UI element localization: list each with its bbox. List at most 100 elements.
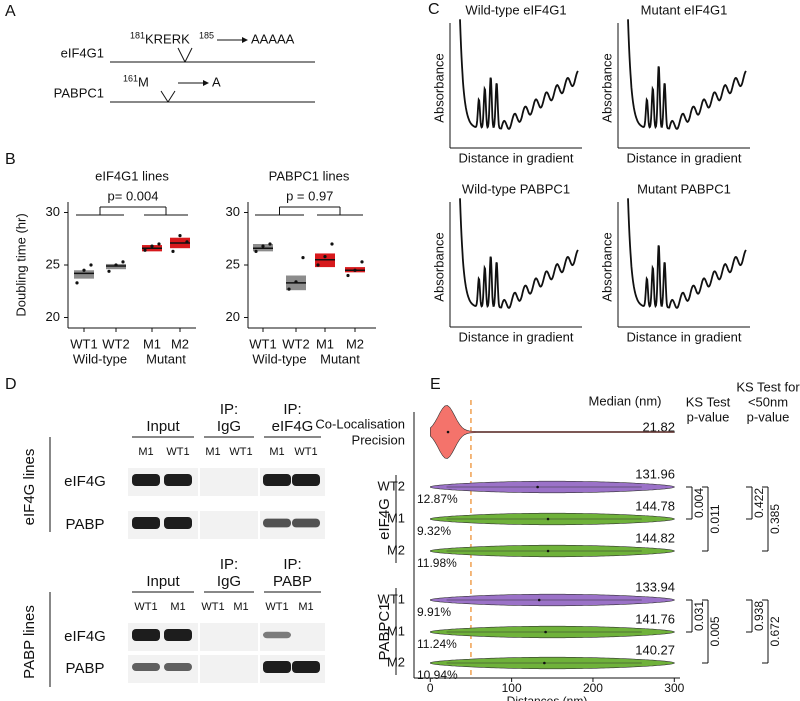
data-point xyxy=(301,256,305,260)
median-dot xyxy=(536,485,539,489)
median-dot xyxy=(537,598,541,602)
blot-header: Input xyxy=(146,573,180,590)
blot-header: IP: xyxy=(220,401,238,418)
median-value: 131.96 xyxy=(635,466,675,481)
absorbance-trace xyxy=(627,19,747,130)
x-tick-label: WT2 xyxy=(282,336,309,351)
y-axis-label: Absorbance xyxy=(599,53,614,122)
blot-header: PABP xyxy=(273,573,312,590)
lane-label: M1 xyxy=(138,446,153,458)
data-point xyxy=(75,281,79,285)
box xyxy=(74,270,94,279)
row-label: eIF4G xyxy=(64,628,106,645)
group-label: eIF4G lines xyxy=(21,449,38,526)
blot-header: IP: xyxy=(283,401,301,418)
group-label: Wild-type xyxy=(252,351,306,366)
plot-title: Mutant eIF4G1 xyxy=(641,2,728,17)
data-point xyxy=(254,249,258,253)
blot-strip xyxy=(200,623,258,651)
lane-label: WT1 xyxy=(166,446,189,458)
median-dot xyxy=(546,549,550,553)
band xyxy=(132,663,160,671)
lane-label: M1 xyxy=(233,601,248,613)
data-point xyxy=(114,263,118,267)
ks-p-value: 0.422 xyxy=(752,488,766,518)
data-point xyxy=(178,234,182,238)
band xyxy=(263,631,291,639)
ks-p-value: 0.672 xyxy=(768,616,782,646)
site-marker xyxy=(177,47,186,63)
column-header: p-value xyxy=(747,409,790,424)
data-point xyxy=(323,255,327,259)
median-dot xyxy=(543,661,546,665)
x-tick-label: M2 xyxy=(346,336,364,351)
column-header: KS Test for xyxy=(736,379,800,394)
median-value: 140.27 xyxy=(635,642,675,657)
data-point xyxy=(261,244,265,248)
group-label: PABPC1 xyxy=(376,602,393,660)
data-point xyxy=(346,273,350,278)
y-axis-label: Absorbance xyxy=(431,232,446,301)
data-point xyxy=(143,248,147,252)
y-axis-label: Doubling time (hr) xyxy=(13,213,28,316)
x-tick-label: 0 xyxy=(427,681,434,695)
percent-below: 12.87% xyxy=(417,492,458,506)
lane-label: WT1 xyxy=(294,446,317,458)
ks-p-value: 0.005 xyxy=(708,616,722,646)
blot-header: eIF4G xyxy=(272,418,314,435)
percent-below: 9.91% xyxy=(417,605,451,619)
lane-label: WT1 xyxy=(201,601,224,613)
site-marker xyxy=(160,90,169,103)
ks-p-value: 0.004 xyxy=(692,488,706,518)
x-tick-label: WT1 xyxy=(249,336,276,351)
median-value: 141.76 xyxy=(635,611,675,626)
data-point xyxy=(107,269,111,273)
x-axis-label: Distance in gradient xyxy=(627,150,742,165)
data-point xyxy=(185,240,189,244)
residue-end: 185 xyxy=(199,30,214,40)
blot-strip xyxy=(200,511,258,539)
x-tick-label: 300 xyxy=(664,681,684,695)
panel-label: A xyxy=(5,3,16,20)
median-dot xyxy=(446,430,450,434)
band xyxy=(132,474,160,486)
column-header: p-value xyxy=(687,409,730,424)
chart-title: PABPC1 lines xyxy=(269,168,350,183)
lane-label: M1 xyxy=(298,601,313,613)
row-label: PABP xyxy=(66,516,105,533)
lane-label: WT1 xyxy=(134,601,157,613)
x-axis-label: Distances (nm) xyxy=(507,694,588,701)
data-point xyxy=(294,280,298,284)
median-value: 144.82 xyxy=(635,530,675,545)
band xyxy=(164,474,192,486)
data-point xyxy=(150,244,154,248)
data-point xyxy=(157,242,161,246)
row-label: PABP xyxy=(66,660,105,677)
x-tick-label: 200 xyxy=(583,681,603,695)
data-point xyxy=(121,260,125,264)
percent-below: 9.32% xyxy=(417,524,451,538)
lane-label: WT1 xyxy=(229,446,252,458)
median-value: 144.78 xyxy=(635,498,675,513)
protein-name: eIF4G1 xyxy=(61,45,104,60)
y-axis-label: Absorbance xyxy=(431,53,446,122)
blot-header: IP: xyxy=(283,556,301,573)
y-tick-label: 20 xyxy=(46,309,60,324)
blot-header: IP: xyxy=(220,556,238,573)
data-point xyxy=(316,263,320,267)
absorbance-trace xyxy=(459,19,579,130)
row-label: Co-Localisation xyxy=(315,416,405,431)
percent-below: 11.24% xyxy=(417,637,457,651)
x-tick-label: M2 xyxy=(171,336,189,351)
group-label: Mutant xyxy=(320,351,360,366)
band xyxy=(292,518,320,528)
arrow-head xyxy=(203,80,209,86)
residues: KRERK xyxy=(145,31,190,46)
chart-title: eIF4G1 lines xyxy=(95,168,169,183)
data-point xyxy=(268,242,272,246)
median-dot xyxy=(546,517,550,521)
column-header: Median (nm) xyxy=(589,393,662,408)
row-label: Precision xyxy=(352,432,405,447)
row-label: M2 xyxy=(387,654,405,669)
